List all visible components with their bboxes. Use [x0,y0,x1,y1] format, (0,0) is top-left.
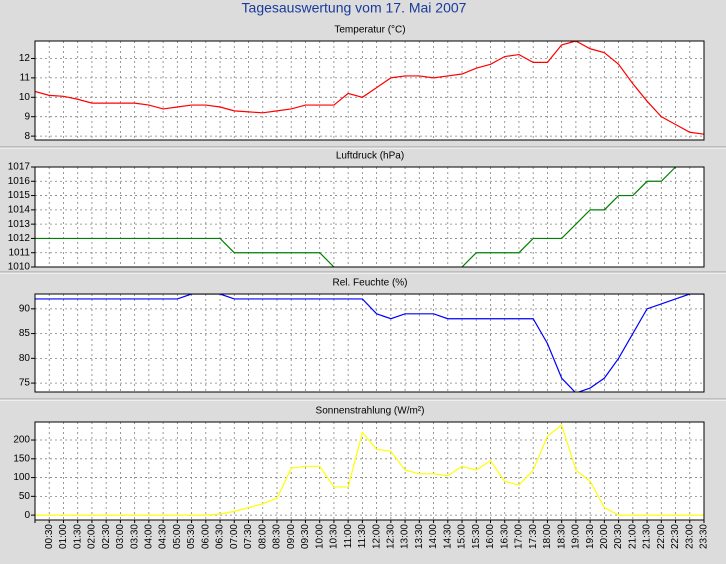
x-tick-label: 12:30 [385,524,396,549]
y-tick-label: 200 [13,435,30,446]
data-line [35,294,704,392]
data-line [35,167,677,267]
x-tick-label: 16:00 [485,524,496,549]
y-tick-label: 85 [19,328,31,339]
y-tick-label: 9 [24,111,30,122]
x-tick-label: 00:30 [44,524,55,549]
x-tick-label: 09:30 [300,524,311,549]
chart-title: Luftdruck (hPa) [336,151,404,162]
x-tick-label: 11:00 [343,524,354,549]
x-tick-label: 15:30 [471,524,482,549]
y-tick-label: 75 [19,378,31,389]
x-tick-label: 19:30 [585,524,596,549]
plot-area [35,422,704,520]
y-tick-label: 1013 [8,219,31,230]
x-tick-label: 15:00 [457,524,468,549]
x-tick-label: 05:30 [186,524,197,549]
x-tick-label: 22:30 [670,524,681,549]
x-tick-label: 09:00 [286,524,297,549]
x-tick-label: 14:30 [442,524,453,549]
x-tick-label: 18:30 [556,524,567,549]
x-tick-label: 14:00 [428,524,439,549]
x-tick-label: 01:00 [58,524,69,549]
x-tick-label: 21:30 [642,524,653,549]
plot-border [34,293,705,393]
y-tick-label: 1014 [8,204,31,215]
plot-area [35,294,704,392]
x-tick-label: 10:30 [329,524,340,549]
y-tick-label: 1017 [8,162,31,173]
x-tick-label: 04:30 [158,524,169,549]
x-tick-label: 23:30 [699,524,710,549]
x-tick-label: 06:30 [215,524,226,549]
y-tick-label: 1016 [8,176,31,187]
y-tick-label: 8 [24,131,30,142]
x-tick-label: 05:00 [172,524,183,549]
x-tick-label: 17:00 [514,524,525,549]
y-tick-label: 1015 [8,190,31,201]
x-tick-label: 07:30 [243,524,254,549]
x-tick-label: 18:00 [542,524,553,549]
x-tick-label: 03:30 [129,524,140,549]
x-tick-label: 10:00 [314,524,325,549]
y-tick-label: 90 [19,303,31,314]
x-tick-label: 13:30 [414,524,425,549]
plot-border [34,421,705,521]
y-tick-label: 0 [24,510,30,521]
y-tick-label: 150 [13,453,30,464]
y-tick-label: 10 [19,92,31,103]
x-tick-label: 08:30 [272,524,283,549]
chart-title: Temperatur (°C) [334,25,405,36]
y-tick-label: 12 [19,53,31,64]
plot-border [34,166,705,268]
chart-title: Sonnenstrahlung (W/m²) [316,406,425,417]
x-tick-label: 02:00 [87,524,98,549]
x-tick-label: 21:00 [627,524,638,549]
y-tick-label: 1012 [8,233,31,244]
x-tick-label: 20:00 [599,524,610,549]
x-tick-label: 23:00 [684,524,695,549]
x-tick-label: 01:30 [72,524,83,549]
y-tick-label: 50 [19,491,31,502]
plot-area [35,41,704,140]
x-tick-label: 08:00 [257,524,268,549]
x-tick-label: 16:30 [499,524,510,549]
y-tick-label: 1010 [8,262,31,273]
x-tick-label: 06:00 [200,524,211,549]
x-tick-label: 11:30 [357,524,368,549]
x-tick-label: 12:00 [371,524,382,549]
x-tick-label: 19:00 [571,524,582,549]
data-line [35,423,704,516]
x-tick-label: 17:30 [528,524,539,549]
x-tick-label: 22:00 [656,524,667,549]
y-tick-label: 1011 [8,247,30,258]
y-tick-label: 11 [20,73,31,84]
plot-border [34,40,705,141]
x-tick-label: 20:30 [613,524,624,549]
y-tick-label: 80 [19,353,31,364]
chart-title: Rel. Feuchte (%) [332,278,407,289]
page-title: Tagesauswertung vom 17. Mai 2007 [242,0,467,16]
x-tick-label: 02:30 [101,524,112,549]
x-tick-label: 03:00 [115,524,126,549]
x-tick-label: 04:00 [144,524,155,549]
x-tick-label: 07:00 [229,524,240,549]
y-tick-label: 100 [13,472,30,483]
plot-area [35,167,704,267]
data-line [35,41,704,135]
x-tick-label: 13:00 [400,524,411,549]
